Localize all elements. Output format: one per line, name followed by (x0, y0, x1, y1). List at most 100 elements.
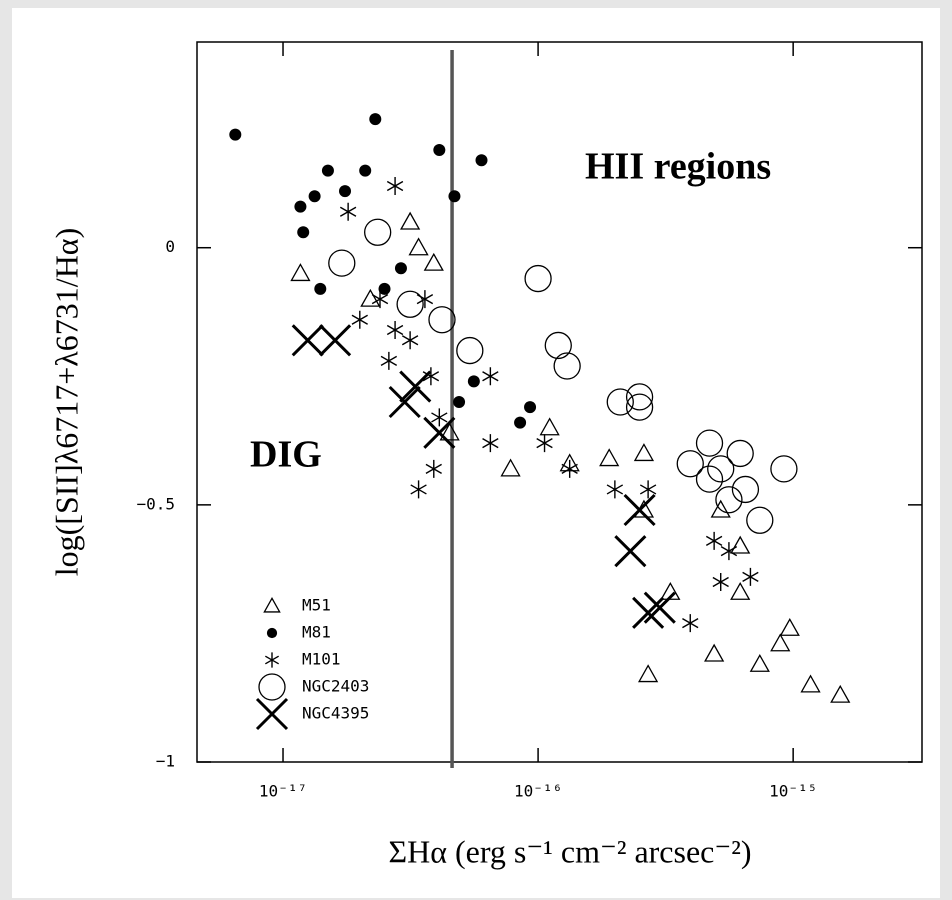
x-tick-label: 10⁻¹⁷ (259, 782, 307, 801)
circle-marker (428, 306, 456, 334)
legend-marker (263, 597, 281, 613)
asterisk-marker (606, 480, 624, 499)
triangle-marker (599, 448, 620, 467)
legend-label: NGC4395 (302, 704, 369, 723)
dot-marker (433, 144, 446, 156)
circle-marker (746, 506, 774, 534)
dot-marker (339, 185, 352, 198)
circle-marker (770, 455, 798, 483)
dot-marker (514, 416, 527, 429)
x-axis-label: ΣHα (erg s⁻¹ cm⁻² arcsec⁻²) (388, 833, 751, 869)
asterisk-marker (410, 480, 427, 499)
asterisk-marker (371, 290, 389, 309)
dot-marker (369, 113, 382, 126)
circle-marker (676, 450, 704, 478)
legend-marker (264, 652, 280, 668)
cross-marker (632, 596, 665, 629)
cross-marker (319, 324, 352, 357)
triangle-marker (830, 684, 851, 703)
cross-marker (643, 591, 676, 624)
triangle-marker (408, 237, 429, 256)
asterisk-marker (422, 367, 440, 386)
y-axis-label: log([SII]λ6717+λ6731/Hα) (48, 228, 84, 576)
triangle-marker (779, 617, 800, 636)
asterisk-marker (339, 202, 357, 221)
dot-marker (229, 128, 242, 141)
triangle-marker (770, 633, 791, 652)
dot-marker (448, 190, 461, 203)
asterisk-marker (720, 542, 738, 561)
cross-marker (291, 324, 324, 357)
circle-marker (396, 290, 424, 318)
circle-marker (606, 388, 634, 416)
figure-background (12, 8, 940, 898)
triangle-marker (704, 643, 725, 662)
triangle-marker (633, 443, 655, 462)
circle-marker (625, 383, 654, 411)
cross-marker (388, 385, 421, 419)
dot-marker (297, 226, 310, 239)
circle-marker (726, 439, 754, 468)
circle-marker (364, 218, 392, 246)
triangle-marker (500, 458, 521, 477)
circle-marker (524, 264, 552, 293)
dot-marker (394, 262, 407, 275)
asterisk-marker (561, 459, 578, 478)
asterisk-marker (639, 480, 657, 499)
annotation: HII regions (585, 146, 771, 188)
dot-marker (321, 164, 334, 177)
x-tick-label: 10⁻¹⁶ (514, 782, 562, 801)
asterisk-marker (482, 367, 499, 386)
dot-marker (453, 396, 466, 408)
triangle-marker (423, 252, 444, 271)
legend-label: M81 (302, 623, 331, 642)
dot-marker (294, 200, 307, 213)
asterisk-marker (712, 573, 729, 591)
circle-marker (695, 429, 724, 457)
cross-marker (623, 493, 656, 527)
legend-label: M101 (302, 650, 341, 669)
asterisk-marker (705, 531, 723, 550)
asterisk-marker (742, 567, 759, 586)
annotation: DIG (250, 434, 322, 476)
circle-marker (456, 336, 484, 365)
dot-marker (378, 282, 391, 295)
asterisk-marker (386, 177, 404, 195)
triangle-marker (290, 263, 311, 282)
triangle-marker (730, 581, 751, 600)
dot-marker (314, 282, 327, 295)
legend-marker (258, 673, 286, 701)
dot-marker (475, 154, 488, 167)
triangle-marker (400, 211, 421, 230)
circle-marker (731, 475, 760, 504)
dot-marker (524, 401, 537, 414)
triangle-marker (730, 535, 751, 554)
x-tick-label: 10⁻¹⁵ (769, 782, 817, 801)
asterisk-marker (536, 434, 553, 453)
asterisk-marker (431, 408, 448, 427)
legend-marker (255, 697, 289, 731)
legend-marker (266, 627, 278, 639)
legend-label: M51 (302, 596, 331, 615)
asterisk-marker (386, 321, 404, 339)
asterisk-marker (401, 331, 419, 350)
asterisk-marker (682, 614, 699, 633)
asterisk-marker (482, 434, 499, 453)
y-tick-label: −0.5 (136, 494, 175, 513)
circle-marker (707, 455, 735, 483)
triangle-marker (439, 422, 460, 441)
asterisk-marker (425, 459, 442, 478)
circle-marker (544, 331, 572, 360)
legend-label: NGC2403 (302, 677, 369, 696)
triangle-marker (660, 581, 681, 600)
asterisk-marker (351, 310, 368, 329)
plot-frame (196, 41, 923, 763)
triangle-marker (360, 288, 381, 307)
dot-marker (359, 164, 372, 177)
triangle-marker (749, 653, 770, 672)
triangle-marker (539, 417, 560, 436)
cross-marker (614, 535, 647, 568)
cross-marker (423, 416, 456, 449)
triangle-marker (800, 674, 821, 693)
